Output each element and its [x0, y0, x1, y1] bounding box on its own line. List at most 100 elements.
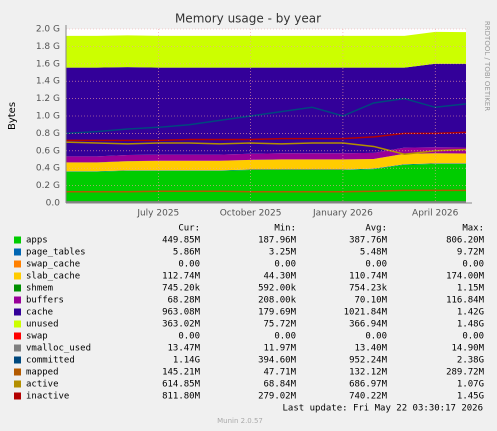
legend-value: 387.76M — [349, 236, 388, 246]
legend-value: 11.97M — [263, 344, 296, 354]
y-axis-label: Bytes — [7, 102, 18, 130]
legend-value: 5.48M — [360, 248, 388, 258]
legend-value: 0.00 — [365, 332, 387, 342]
legend-swatch — [14, 344, 21, 352]
legend-value: 187.96M — [258, 236, 297, 246]
line — [65, 97, 467, 135]
legend-value: 279.02M — [258, 392, 297, 402]
footer: Munin 2.0.57 — [217, 417, 263, 425]
legend-value: 592.00k — [258, 284, 297, 294]
legend-value: 394.60M — [258, 356, 297, 366]
y-tick-label: 0.0 — [46, 199, 61, 209]
y-tick-label: 0.2 G — [36, 181, 60, 191]
x-tick-label: January 2026 — [312, 209, 373, 219]
legend-label: apps — [26, 236, 48, 246]
legend-swatch — [14, 368, 21, 376]
x-tick-label: July 2025 — [136, 209, 179, 219]
y-tick-label: 0.6 G — [36, 146, 60, 156]
legend-value: 0.00 — [274, 260, 296, 270]
legend-value: 363.02M — [162, 320, 201, 330]
column-header: Cur: — [178, 224, 200, 234]
area — [66, 163, 466, 203]
chart-title: Memory usage - by year — [175, 12, 321, 26]
legend-value: 179.69M — [258, 308, 297, 318]
line — [65, 141, 467, 156]
legend-value: 1.14G — [173, 356, 200, 366]
line — [66, 189, 466, 193]
y-tick-label: 0.8 G — [36, 129, 60, 139]
y-tick-label: 1.4 G — [36, 77, 60, 87]
legend-value: 806.20M — [446, 236, 485, 246]
legend-label: unused — [26, 320, 59, 330]
legend-value: 289.72M — [446, 368, 485, 378]
legend-value: 686.97M — [349, 380, 388, 390]
legend-value: 811.80M — [162, 392, 201, 402]
area — [66, 153, 466, 172]
y-tick-label: 1.2 G — [36, 94, 60, 104]
legend-value: 614.85M — [162, 380, 201, 390]
legend-value: 9.72M — [457, 248, 485, 258]
legend-value: 1.45G — [457, 392, 484, 402]
legend-value: 0.00 — [274, 332, 296, 342]
legend-value: 1.42G — [457, 308, 484, 318]
legend-swatch — [14, 248, 21, 256]
legend-label: swap_cache — [26, 260, 80, 270]
legend-value: 1.15M — [457, 284, 485, 294]
legend-label: buffers — [26, 296, 64, 306]
legend-value: 3.25M — [269, 248, 297, 258]
y-tick-label: 1.0 G — [36, 112, 60, 122]
legend-value: 0.00 — [462, 260, 484, 270]
legend-value: 70.10M — [354, 296, 387, 306]
legend-value: 449.85M — [162, 236, 201, 246]
legend-label: committed — [26, 356, 75, 366]
legend-swatch — [14, 236, 21, 244]
legend-value: 1.48G — [457, 320, 484, 330]
legend-label: vmalloc_used — [26, 344, 91, 354]
legend-swatch — [14, 272, 21, 280]
legend-label: shmem — [26, 284, 53, 294]
y-tick-label: 2.0 G — [36, 25, 60, 35]
legend-swatch — [14, 308, 21, 316]
legend-value: 952.24M — [349, 356, 388, 366]
legend-value: 112.74M — [162, 272, 201, 282]
legend-value: 75.72M — [263, 320, 296, 330]
area — [66, 147, 466, 163]
legend-value: 1021.84M — [344, 308, 388, 318]
side-note: RRDTOOL / TOBI OETIKER — [483, 21, 491, 111]
legend-label: cache — [26, 308, 53, 318]
legend-value: 0.00 — [178, 260, 200, 270]
column-header: Max: — [462, 224, 484, 234]
area — [66, 63, 466, 157]
legend-label: slab_cache — [26, 272, 80, 282]
legend-value: 44.30M — [263, 272, 296, 282]
column-header: Min: — [274, 224, 296, 234]
legend-value: 740.22M — [349, 392, 388, 402]
y-tick-label: 1.6 G — [36, 59, 60, 69]
legend-value: 132.12M — [349, 368, 388, 378]
legend-value: 5.86M — [173, 248, 201, 258]
legend-label: inactive — [26, 392, 69, 402]
legend-value: 208.00k — [258, 296, 297, 306]
legend-swatch — [14, 284, 21, 292]
x-tick-label: October 2025 — [220, 209, 282, 219]
y-tick-label: 1.8 G — [36, 42, 60, 52]
legend-value: 366.94M — [349, 320, 388, 330]
legend-value: 14.90M — [451, 344, 484, 354]
legend-value: 110.74M — [349, 272, 388, 282]
legend-value: 0.00 — [365, 260, 387, 270]
legend-label: swap — [26, 332, 48, 342]
legend-swatch — [14, 356, 21, 364]
legend-value: 0.00 — [178, 332, 200, 342]
x-tick-label: April 2026 — [412, 209, 459, 219]
last-update: Last update: Fri May 22 03:30:17 2026 — [283, 404, 483, 414]
legend-value: 13.40M — [354, 344, 387, 354]
legend-value: 68.84M — [263, 380, 296, 390]
legend-value: 68.28M — [167, 296, 200, 306]
legend-label: mapped — [26, 368, 59, 378]
area — [66, 31, 466, 68]
legend-swatch — [14, 320, 21, 328]
legend-value: 174.00M — [446, 272, 485, 282]
legend-swatch — [14, 392, 21, 400]
legend-value: 745.20k — [162, 284, 201, 294]
